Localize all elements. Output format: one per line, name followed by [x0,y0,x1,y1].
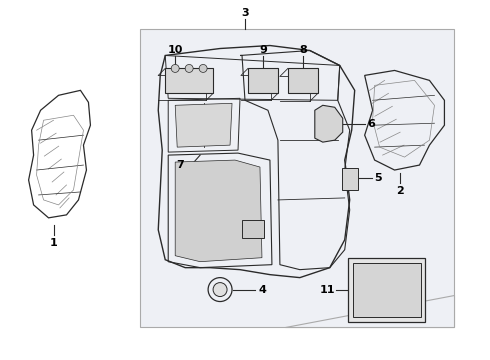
Polygon shape [315,105,343,142]
Circle shape [213,283,227,297]
Circle shape [171,64,179,72]
Bar [140,28,454,328]
Bar [353,263,420,318]
Text: 7: 7 [176,160,184,170]
Polygon shape [175,103,232,147]
Bar [248,68,278,93]
Text: 1: 1 [49,238,57,248]
Circle shape [185,64,193,72]
Bar [348,258,425,323]
Bar [242,220,264,238]
Polygon shape [285,294,454,328]
Polygon shape [175,160,262,262]
Bar [288,68,318,93]
Bar [165,68,213,93]
Text: 11: 11 [320,284,336,294]
Bar [342,168,358,190]
Text: 8: 8 [299,45,307,54]
Text: 4: 4 [258,284,266,294]
Text: 2: 2 [396,186,403,196]
Circle shape [199,64,207,72]
Text: 10: 10 [168,45,183,54]
Text: 5: 5 [374,173,381,183]
Text: 9: 9 [259,45,267,54]
Text: 3: 3 [241,8,249,18]
Text: 6: 6 [368,119,375,129]
